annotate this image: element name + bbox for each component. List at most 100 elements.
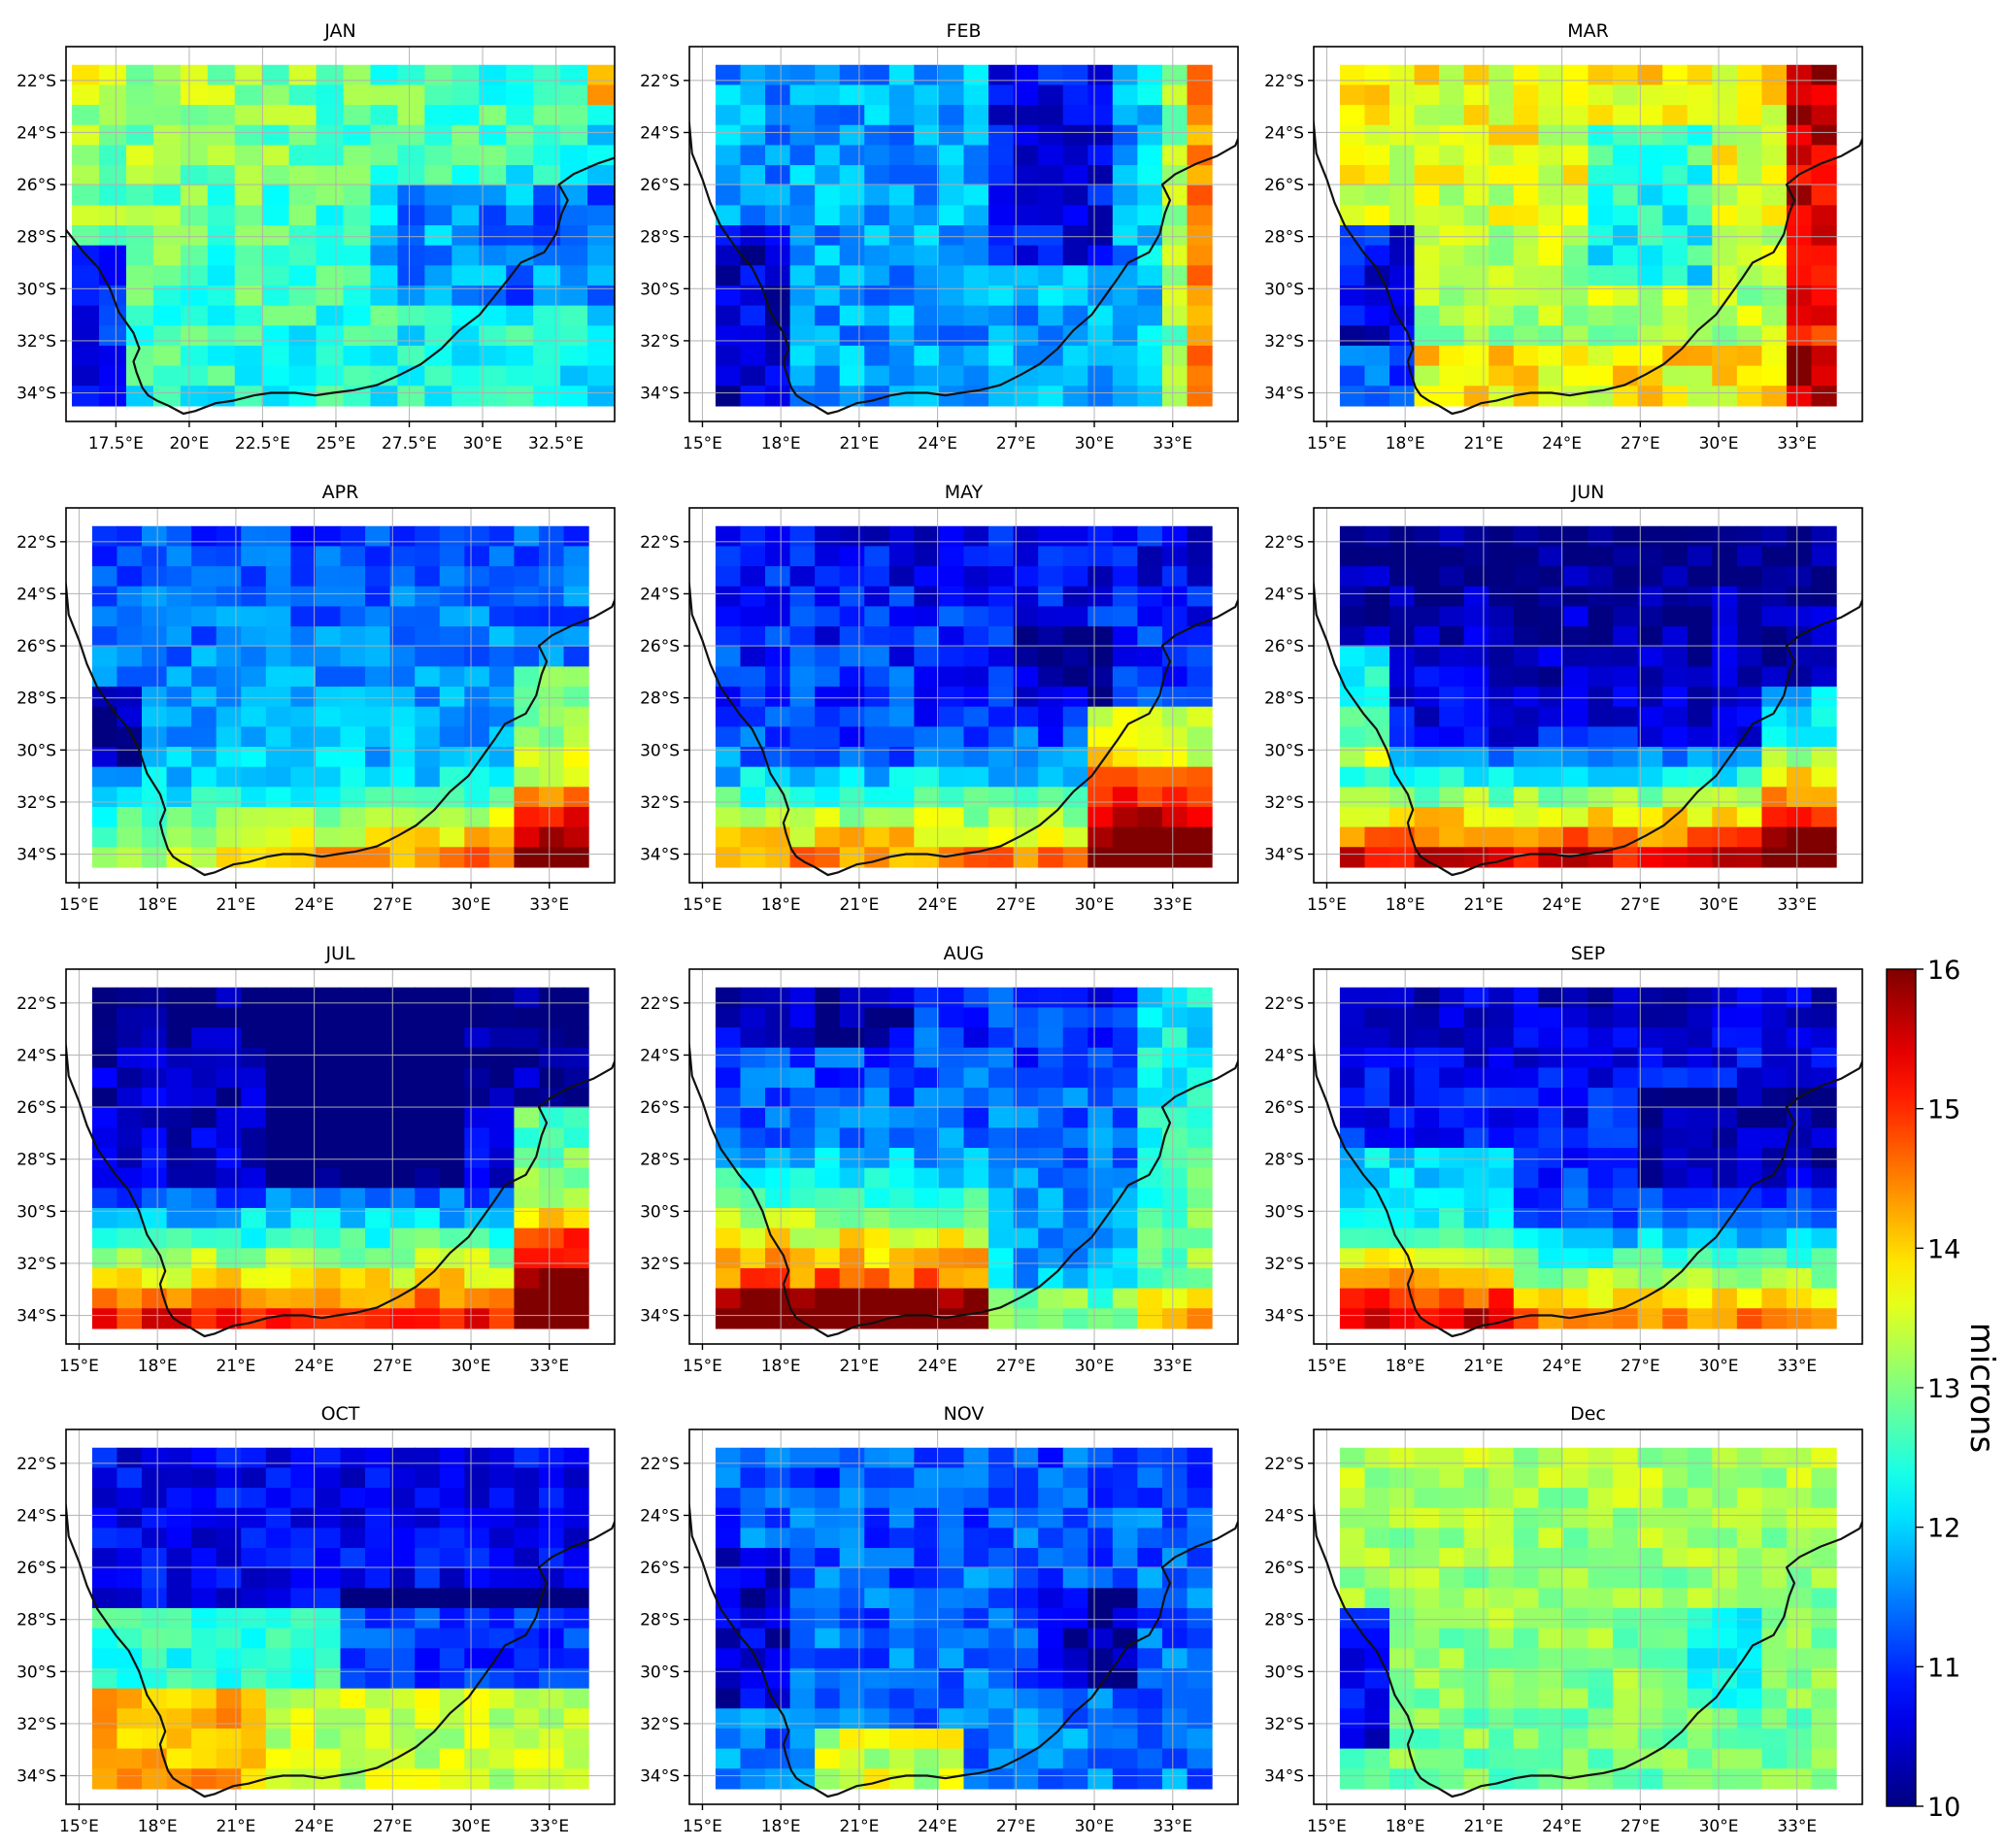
heatmap-cell [789, 386, 816, 407]
heatmap-cell [988, 1127, 1015, 1149]
heatmap-cell [1414, 1567, 1440, 1589]
heatmap-cell [506, 145, 534, 166]
heatmap-cell [424, 145, 452, 166]
heatmap-cell [1013, 1047, 1039, 1068]
heatmap-cell [1364, 766, 1390, 788]
y-tick-label: 32°S [17, 1715, 56, 1734]
heatmap-cell [1137, 626, 1163, 648]
heatmap-cell [1013, 646, 1039, 667]
heatmap-cell [1112, 84, 1139, 106]
heatmap-cell [1161, 687, 1188, 708]
heatmap-cell [117, 687, 143, 708]
heatmap-cell [290, 766, 317, 788]
heatmap-cell [1562, 606, 1589, 627]
heatmap-cell [988, 205, 1015, 226]
heatmap-cell [142, 1127, 168, 1149]
heatmap-cell [389, 1768, 416, 1790]
heatmap-cell [117, 1288, 143, 1309]
heatmap-cell [315, 706, 342, 727]
heatmap-cell [340, 1188, 366, 1209]
y-tick-label: 28°S [640, 1611, 680, 1630]
heatmap-cell [914, 1027, 940, 1049]
heatmap-cell [288, 285, 318, 307]
heatmap-cell [439, 666, 465, 688]
heatmap-cell [1562, 1667, 1589, 1690]
heatmap-cell [1662, 165, 1689, 186]
heatmap-cell [241, 1447, 267, 1469]
heatmap-cell [563, 746, 589, 768]
heatmap-cell [1087, 787, 1114, 808]
heatmap-cell [815, 746, 841, 768]
heatmap-cell [514, 1088, 540, 1109]
heatmap-cell [963, 826, 989, 848]
heatmap-cell [1062, 1027, 1088, 1049]
heatmap-cell [1339, 787, 1366, 808]
heatmap-cell [740, 1768, 766, 1790]
heatmap-cell [914, 826, 940, 848]
heatmap-cell [839, 806, 865, 828]
heatmap-cell [1062, 546, 1088, 567]
heatmap-cell [191, 1207, 217, 1229]
heatmap-cell [938, 1227, 965, 1249]
heatmap-cell [241, 1667, 267, 1690]
heatmap-cell [340, 646, 366, 667]
heatmap-cell [1463, 1447, 1489, 1469]
heatmap-cell [340, 1227, 366, 1249]
heatmap-cell [1761, 1207, 1788, 1229]
heatmap-cell [1062, 687, 1088, 708]
heatmap-cell [839, 1027, 865, 1049]
heatmap-cell [789, 1047, 816, 1068]
heatmap-cell [963, 1728, 989, 1750]
heatmap-cell [563, 1167, 589, 1189]
heatmap-cell [963, 546, 989, 567]
heatmap-cell [241, 1488, 267, 1509]
heatmap-cell [265, 1007, 291, 1028]
heatmap-cell [1137, 145, 1163, 166]
heatmap-cell [1588, 1648, 1614, 1669]
heatmap-cell [207, 325, 236, 347]
heatmap-cell [1463, 325, 1489, 347]
heatmap-cell [216, 1768, 242, 1790]
heatmap-cell [1712, 1567, 1738, 1589]
heatmap-cell [452, 64, 480, 86]
heatmap-cell [1637, 105, 1663, 126]
heatmap-cell [424, 305, 452, 326]
heatmap-cell [1087, 245, 1114, 266]
heatmap-cell [439, 1667, 465, 1690]
heatmap-cell [1038, 566, 1064, 588]
heatmap-cell [1439, 1567, 1465, 1589]
heatmap-cell [1662, 847, 1689, 868]
heatmap-cell [1161, 365, 1188, 386]
heatmap-cell [142, 1088, 168, 1109]
heatmap-cell [1187, 1608, 1213, 1630]
heatmap-cell [1038, 165, 1064, 186]
heatmap-cell [963, 1447, 989, 1469]
heatmap-cell [1538, 566, 1564, 588]
heatmap-cell [152, 386, 182, 407]
y-tick-label: 34°S [17, 1767, 56, 1787]
heatmap-cell [1613, 1248, 1639, 1269]
heatmap-cell [290, 666, 317, 688]
heatmap-cell [1588, 1207, 1614, 1229]
heatmap-cell [340, 1748, 366, 1769]
heatmap-cell [740, 365, 766, 386]
heatmap-cell [1161, 1067, 1188, 1089]
heatmap-cell [91, 987, 118, 1009]
heatmap-cell [1637, 726, 1663, 748]
heatmap-cell [1712, 1127, 1738, 1149]
heatmap-cell [914, 787, 940, 808]
heatmap-cell [1463, 1288, 1489, 1309]
x-tick-label: 24°E [1542, 1817, 1582, 1836]
heatmap-cell [1439, 1308, 1465, 1329]
heatmap-cell [1439, 1207, 1465, 1229]
heatmap-cell [340, 1728, 366, 1750]
heatmap-cell [479, 84, 507, 106]
heatmap-cell [234, 205, 263, 226]
heatmap-cell [1786, 687, 1813, 708]
heatmap-cell [1364, 706, 1390, 727]
heatmap-cell [888, 1667, 915, 1690]
heatmap-cell [988, 1148, 1015, 1169]
heatmap-cell [1364, 1267, 1390, 1290]
heatmap-cell [439, 1107, 465, 1128]
heatmap-cell [988, 245, 1015, 266]
